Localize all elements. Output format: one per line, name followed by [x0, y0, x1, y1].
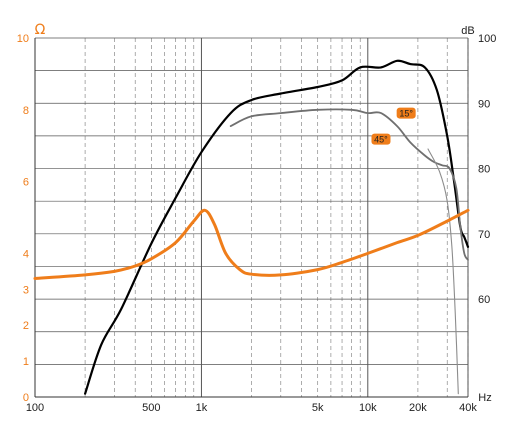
x-tick-label: 1k — [196, 402, 208, 414]
right-axis-unit: dB — [461, 25, 474, 37]
tick-labels: 100 500 1k 5k 10k 20k 40k 0 1 2 3 4 6 8 10 60 70 80 90 100 — [17, 33, 497, 414]
right-tick-label: 100 — [478, 33, 496, 45]
x-tick-label: 20k — [409, 402, 427, 414]
series-line-1 — [229, 108, 469, 261]
series-line-0 — [84, 59, 470, 395]
angle-badge-bg — [396, 107, 416, 119]
x-tick-label: 500 — [142, 402, 160, 414]
right-tick-label: 60 — [478, 294, 490, 306]
left-tick-label: 4 — [23, 248, 29, 260]
angle-badge-label: 15° — [399, 108, 413, 118]
x-axis-unit: Hz — [478, 392, 491, 404]
right-tick-label: 70 — [478, 229, 490, 241]
left-axis-unit: Ω — [35, 22, 46, 38]
x-tick-label: 10k — [359, 402, 377, 414]
x-tick-label: 40k — [459, 402, 477, 414]
series-line-2 — [427, 148, 459, 395]
left-tick-label: 8 — [23, 105, 29, 117]
x-tick-label: 5k — [312, 402, 324, 414]
left-tick-label: 1 — [23, 356, 29, 368]
left-tick-label: 3 — [23, 284, 29, 296]
x-tick-label: 100 — [26, 402, 44, 414]
series-line-3 — [33, 208, 470, 280]
right-tick-label: 80 — [478, 164, 490, 176]
left-tick-label: 0 — [23, 392, 29, 404]
left-tick-label: 2 — [23, 320, 29, 332]
angle-badge-bg — [371, 133, 391, 145]
right-tick-label: 90 — [478, 98, 490, 110]
left-tick-label: 10 — [17, 33, 29, 45]
left-tick-label: 6 — [23, 177, 29, 189]
series-layer — [33, 59, 470, 395]
grid — [34, 37, 469, 398]
angle-badges: 15° 45° — [371, 107, 416, 145]
angle-badge-label: 45° — [374, 134, 388, 144]
